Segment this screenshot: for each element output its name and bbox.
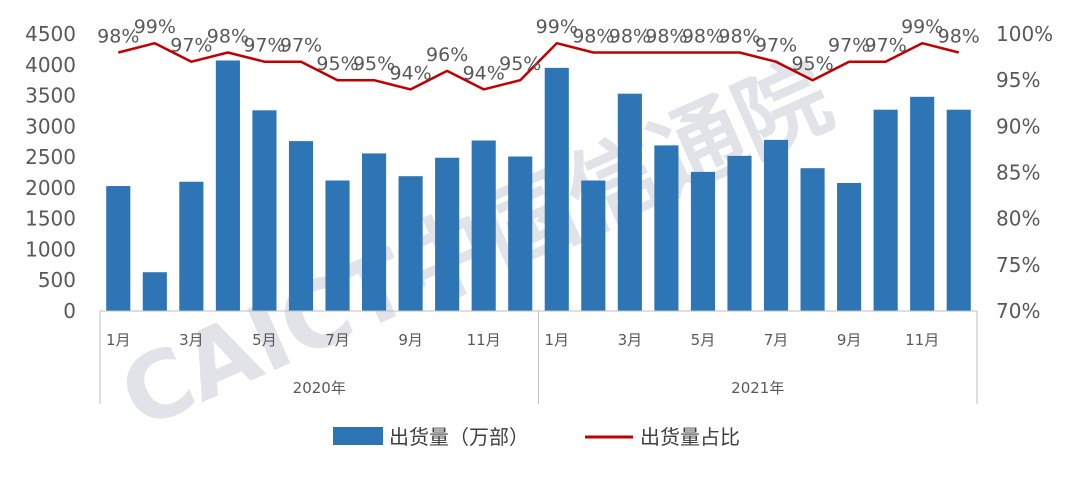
right-tick-label: 90% [996, 114, 1040, 138]
bar [362, 153, 387, 311]
bar [544, 67, 569, 311]
left-tick-label: 4000 [25, 53, 76, 77]
bar [252, 110, 277, 311]
line-data-label: 95% [316, 53, 358, 75]
line-data-label: 98% [609, 25, 651, 47]
line-data-label: 98% [207, 25, 249, 47]
line-data-label: 95% [499, 53, 541, 75]
x-axis: 1月 3月 5月 7月 9月 11月 1月 3月 5月 7月 9月 11月 2020年 2021年 [99, 310, 978, 404]
bar [471, 140, 496, 311]
x-tick-label: 3月 [179, 331, 204, 349]
bar [288, 141, 314, 311]
left-y-axis: 0 500 1000 1500 2000 2500 3000 3500 4000 4500 [25, 22, 76, 323]
bar [398, 176, 423, 311]
x-tick-label: 5月 [252, 331, 277, 349]
line-data-label: 99% [536, 16, 578, 38]
line-data-label: 95% [353, 53, 395, 75]
line-data-label: 97% [280, 35, 322, 57]
bar [508, 156, 533, 311]
legend: 出货量（万部） 出货量占比 [333, 425, 740, 449]
line-data-label: 98% [645, 25, 687, 47]
line-data-label: 97% [243, 35, 285, 57]
x-tick-label: 11月 [467, 331, 501, 349]
bar [800, 168, 825, 311]
bar [617, 93, 642, 311]
bar [763, 139, 789, 311]
legend-line-label: 出货量占比 [640, 425, 740, 449]
left-tick-label: 1500 [25, 207, 76, 231]
bar-series [106, 60, 971, 311]
line-data-label: 99% [134, 16, 176, 38]
left-tick-label: 4500 [25, 22, 76, 46]
right-tick-label: 80% [996, 207, 1040, 231]
x-tick-label: 7月 [325, 331, 350, 349]
line-data-label: 97% [865, 35, 907, 57]
x-tick-label: 3月 [618, 331, 643, 349]
line-data-label: 97% [828, 35, 870, 57]
bar [910, 96, 935, 311]
x-tick-label: 7月 [764, 331, 789, 349]
x-tick-label: 1月 [106, 331, 131, 349]
x-tick-label: 11月 [905, 331, 939, 349]
bar [946, 109, 971, 311]
legend-bar-label: 出货量（万部） [389, 425, 529, 449]
right-tick-label: 75% [996, 253, 1040, 277]
line-data-label: 94% [389, 62, 431, 84]
bar [106, 186, 131, 311]
right-tick-label: 85% [996, 161, 1040, 185]
line-data-label: 97% [170, 35, 212, 57]
bar [179, 181, 204, 311]
line-data-label: 94% [463, 62, 505, 84]
group-label: 2021年 [731, 379, 784, 397]
line-series [117, 41, 960, 91]
left-tick-label: 3000 [25, 114, 76, 138]
bar [142, 272, 167, 311]
group-label: 2020年 [293, 379, 346, 397]
line-data-label: 96% [426, 44, 468, 66]
left-tick-label: 0 [63, 299, 76, 323]
left-tick-label: 2000 [25, 176, 76, 200]
x-tick-label: 5月 [691, 331, 716, 349]
bar [325, 180, 350, 311]
bar [837, 182, 862, 311]
line-data-label: 98% [938, 25, 980, 47]
left-tick-label: 2500 [25, 145, 76, 169]
line-path [117, 41, 960, 91]
bar [435, 157, 460, 311]
bar [654, 145, 679, 311]
line-data-label: 98% [718, 25, 760, 47]
line-data-label: 98% [682, 25, 724, 47]
line-data-label: 97% [755, 35, 797, 57]
bar [690, 171, 715, 311]
line-data-label: 95% [791, 53, 833, 75]
right-tick-label: 95% [996, 68, 1040, 92]
line-data-label: 99% [901, 16, 943, 38]
bar [581, 180, 606, 311]
bar [727, 155, 752, 311]
right-y-axis: 70% 75% 80% 85% 90% 95% 100% [996, 22, 1053, 323]
line-data-label: 98% [572, 25, 614, 47]
x-tick-label: 9月 [837, 331, 862, 349]
right-tick-label: 70% [996, 299, 1040, 323]
bar [215, 60, 240, 311]
line-data-labels: 98%99%97%98%97%97%95%95%94%96%94%95%99%9… [97, 16, 980, 84]
legend-bar-swatch [333, 427, 383, 445]
left-tick-label: 500 [38, 268, 76, 292]
line-data-label: 98% [97, 25, 139, 47]
right-tick-label: 100% [996, 22, 1053, 46]
left-tick-label: 3500 [25, 84, 76, 108]
x-tick-label: 1月 [544, 331, 569, 349]
bar [873, 109, 898, 311]
x-tick-label: 9月 [398, 331, 423, 349]
left-tick-label: 1000 [25, 237, 76, 261]
